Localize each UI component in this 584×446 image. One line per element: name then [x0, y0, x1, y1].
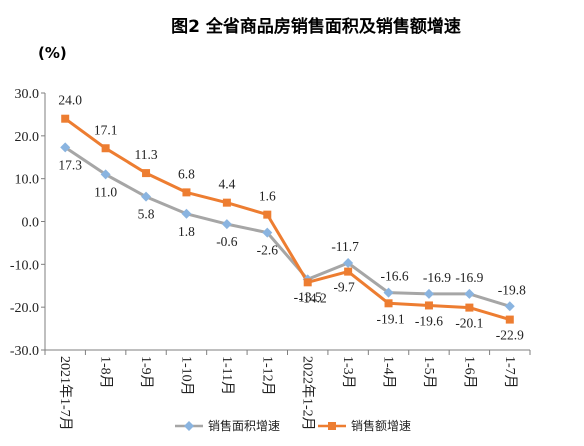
y-tick-label: 30.0: [15, 87, 40, 102]
area-marker: [343, 258, 354, 269]
x-tick-label: 1-3月: [340, 356, 356, 389]
legend-marker: [328, 422, 336, 430]
series-lines: [64, 117, 511, 322]
area-marker: [262, 227, 273, 238]
area-marker: [383, 287, 394, 298]
series-markers: [60, 114, 515, 324]
amount-marker: [465, 303, 474, 312]
area-data-label: -13.5: [294, 289, 322, 304]
amount-data-label: -19.6: [415, 313, 443, 328]
x-tick-label: 1-7月: [502, 356, 518, 389]
y-tick-label: 20.0: [15, 130, 40, 145]
area-marker: [141, 191, 152, 202]
legend-label: 销售面积增速: [208, 418, 280, 433]
series-line-0: [64, 146, 511, 308]
x-tick-label: 1-8月: [98, 356, 114, 389]
area-data-label: -16.9: [455, 270, 483, 285]
series-line-1: [64, 117, 511, 322]
amount-data-label: -20.1: [455, 316, 483, 331]
area-marker: [423, 288, 434, 299]
amount-data-label: 11.3: [134, 147, 157, 162]
amount-data-label: 17.1: [94, 122, 118, 137]
x-tick-label: 1-9月: [138, 356, 154, 389]
area-marker: [504, 301, 515, 312]
legend-label: 销售额增速: [351, 418, 411, 433]
area-marker: [60, 142, 71, 153]
amount-data-label: -9.7: [333, 280, 355, 295]
x-tick-label: 1-6月: [461, 356, 477, 389]
area-data-label: -2.6: [257, 243, 279, 258]
area-data-label: -0.6: [216, 234, 238, 249]
chart-title: 图2 全省商品房销售面积及销售额增速: [171, 16, 461, 37]
amount-marker: [61, 114, 70, 123]
amount-marker: [101, 144, 110, 153]
amount-marker: [344, 267, 353, 276]
amount-marker: [142, 169, 151, 178]
area-data-label: -19.8: [498, 282, 526, 297]
amount-data-label: -14.2: [299, 290, 327, 305]
amount-marker: [303, 278, 312, 287]
area-data-label: -16.6: [380, 269, 408, 284]
amount-marker: [222, 198, 231, 207]
amount-marker: [182, 188, 191, 197]
area-data-label: -16.9: [423, 270, 451, 285]
area-data-label: 11.0: [94, 184, 117, 199]
data-labels: 17.3 11.0 5.8 1.8 -0.6 -2.6 -13.5 -11.7 -16.6 -16…: [58, 93, 526, 343]
x-tick-label: 1-12月: [259, 356, 275, 396]
x-tick-label: 1-5月: [421, 356, 437, 389]
y-tick-label: -20.0: [10, 301, 39, 316]
y-unit-label: (%): [38, 44, 67, 62]
amount-marker: [505, 315, 514, 324]
amount-data-label: 6.8: [178, 166, 195, 181]
legend-marker: [184, 421, 194, 431]
y-tick-label: -10.0: [10, 258, 39, 273]
legend: 销售面积增速 销售额增速: [175, 418, 411, 433]
amount-marker: [384, 299, 393, 308]
amount-data-label: 24.0: [58, 93, 82, 108]
amount-data-label: -19.1: [376, 311, 404, 326]
area-marker: [100, 169, 111, 180]
area-data-label: 5.8: [138, 207, 155, 222]
amount-data-label: 4.4: [218, 177, 235, 192]
x-tick-label: 2021年1-7月: [57, 356, 73, 431]
x-tick-label: 2022年1-2月: [300, 356, 316, 431]
axes: [41, 92, 531, 355]
area-marker: [221, 219, 232, 230]
y-tick-labels: 30.0 20.0 10.0 0.0 -10.0 -20.0 -30.0: [10, 87, 39, 359]
area-marker: [464, 288, 475, 299]
x-tick-label: 1-11月: [219, 356, 235, 395]
area-data-label: -11.7: [331, 239, 359, 254]
x-tick-labels: 2021年1-7月 1-8月 1-9月 1-10月 1-11月 1-12月 2022年1-2…: [57, 356, 518, 431]
y-tick-label: 0.0: [22, 216, 40, 231]
y-tick-label: -30.0: [10, 344, 39, 359]
y-tick-label: 10.0: [15, 173, 40, 188]
area-data-label: 17.3: [58, 157, 82, 172]
amount-marker: [263, 210, 272, 219]
x-tick-label: 1-10月: [178, 356, 194, 396]
area-data-label: 1.8: [178, 224, 195, 239]
amount-data-label: 1.6: [259, 189, 276, 204]
amount-marker: [424, 301, 433, 310]
amount-data-label: -22.9: [496, 328, 524, 343]
area-marker: [181, 208, 192, 219]
x-tick-label: 1-4月: [381, 356, 397, 389]
